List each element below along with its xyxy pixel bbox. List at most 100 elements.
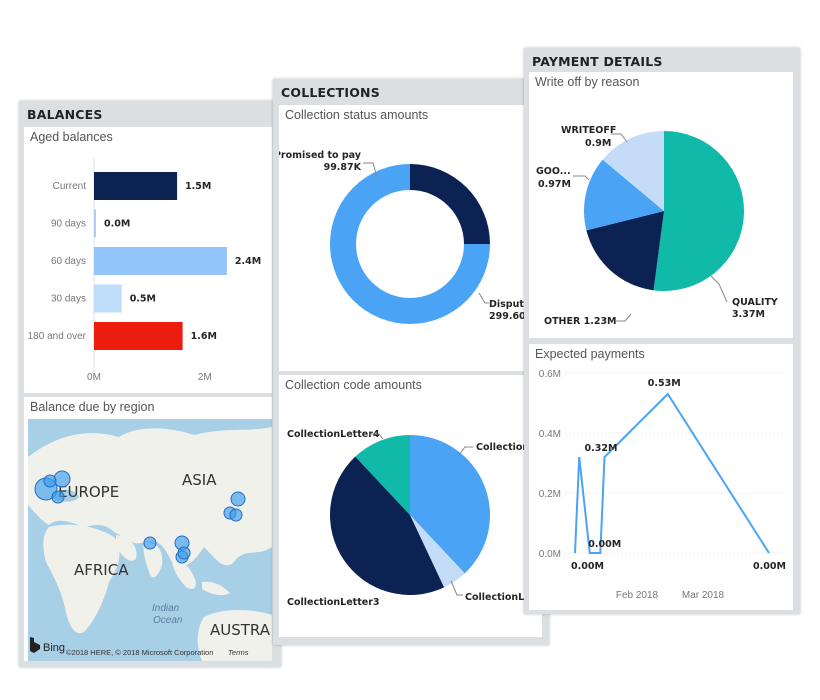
expected-payments-tile[interactable]: Expected payments 0.0M 0.2M 0.4M 0.6M 0.00M 0… — [529, 344, 793, 610]
bar-category-label: 60 days — [51, 256, 86, 267]
bubble-asia-1[interactable] — [230, 491, 246, 507]
bubble-europe-3[interactable] — [51, 490, 65, 504]
map-label-australia: AUSTRA — [210, 621, 271, 639]
leader-line — [615, 313, 632, 322]
map-label-asia: ASIA — [182, 471, 217, 489]
slice-label: OTHER 1.23M — [544, 316, 617, 327]
bar-category-label: Current — [53, 181, 87, 192]
y-tick-label: 0.6M — [539, 369, 561, 380]
writeoff-tile[interactable]: Write off by reason WRITEOFF 0.9M GOO... 0.… — [529, 72, 793, 338]
payment-panel: PAYMENT DETAILS Write off by reason WRIT… — [524, 48, 800, 614]
leader-line — [369, 433, 384, 440]
bar — [94, 322, 183, 350]
leader-line — [458, 446, 473, 456]
map-copyright: ©2018 HERE, © 2018 Microsoft Corporation — [66, 648, 213, 657]
bubble-europe-2[interactable] — [53, 470, 71, 488]
slice-label: QUALITY — [732, 297, 778, 308]
y-tick-label: 0.4M — [539, 429, 561, 440]
bar-value-label: 0.0M — [104, 219, 130, 230]
expected-payments-title: Expected payments — [535, 347, 645, 361]
slice-value: 3.37M — [732, 309, 765, 320]
map-terms-link[interactable]: Terms — [228, 648, 249, 657]
leader-line — [611, 133, 628, 143]
slice-label: CollectionLetter3 — [287, 597, 380, 608]
point-label: 0.00M — [571, 561, 604, 572]
leader-line — [363, 162, 378, 178]
bar-category-label: 90 days — [51, 219, 86, 230]
bing-label: Bing — [43, 642, 65, 654]
bing-logo-icon — [30, 637, 40, 653]
pie-slice — [584, 159, 664, 231]
balance-region-tile[interactable]: Balance due by region EUROPE ASIA AFRICA… — [24, 397, 272, 661]
leader-line — [710, 275, 728, 303]
map-label-indian: Indian — [152, 603, 180, 614]
slice-value: 0.97M — [538, 179, 571, 190]
bar-value-label: 1.6M — [191, 331, 217, 342]
bar — [94, 209, 96, 238]
collections-title: COLLECTIONS — [281, 85, 380, 100]
pie-slice — [410, 435, 490, 574]
map-label-africa: AFRICA — [74, 561, 129, 579]
map-label-ocean: Ocean — [153, 615, 183, 626]
y-tick-label: 0.0M — [539, 549, 561, 560]
slice-value: 0.9M — [585, 138, 611, 149]
map-bubbles — [34, 470, 246, 564]
bar-value-label: 0.5M — [130, 294, 156, 305]
slice-label: CollectionLetter4 — [287, 429, 380, 440]
donut-slice — [410, 164, 490, 245]
aged-balances-tile[interactable]: Aged balances Current 1.5M 90 days 0.0M 60 d… — [24, 127, 272, 393]
balances-title: BALANCES — [27, 107, 103, 122]
collections-panel: COLLECTIONS Collection status amounts Pr… — [273, 79, 549, 645]
land-seasia — [172, 561, 197, 589]
region-map[interactable]: EUROPE ASIA AFRICA AUSTRA Indian Ocean — [24, 397, 272, 661]
slice-label: GOO... — [536, 166, 571, 177]
bar-value-label: 2.4M — [235, 256, 261, 267]
x-tick-label: 0M — [87, 372, 101, 383]
bubble-seasia-1[interactable] — [143, 536, 157, 550]
pie-slice — [355, 435, 410, 515]
bubble-asia-3[interactable] — [229, 508, 243, 522]
slice-value: 299.60K — [489, 311, 534, 322]
pie-slice — [586, 211, 664, 291]
land-eurasia — [28, 427, 272, 567]
slice-label: WRITEOFF — [561, 125, 616, 136]
writeoff-title: Write off by reason — [535, 75, 640, 89]
leader-line — [573, 175, 590, 181]
expected-payments-chart: 0.0M 0.2M 0.4M 0.6M 0.00M 0.00M 0.32M 0.53M 0.00… — [539, 369, 786, 601]
pie-slice — [653, 131, 744, 291]
bar-category-label: 30 days — [51, 294, 86, 305]
aged-balances-title: Aged balances — [30, 130, 113, 144]
collection-code-title: Collection code amounts — [285, 378, 422, 392]
slice-label: Collection — [476, 442, 529, 453]
slice-value: 99.87K — [324, 162, 362, 173]
pie-slice — [602, 131, 664, 211]
bar-category-label: 180 and over — [28, 331, 87, 342]
aged-balances-chart: Current 1.5M 90 days 0.0M 60 days 2.4M 30 days… — [28, 157, 261, 383]
land-india — [143, 542, 163, 578]
y-tick-label: 0.2M — [539, 489, 561, 500]
bar — [94, 247, 227, 275]
balance-region-title: Balance due by region — [30, 400, 155, 414]
series-line — [574, 392, 770, 554]
x-tick-label: 2M — [198, 372, 212, 383]
balances-panel: BALANCES Aged balances Current 1.5M 90 day… — [19, 101, 281, 667]
land-africa — [43, 524, 120, 634]
bar — [94, 172, 178, 200]
bubble-europe-4[interactable] — [43, 474, 57, 488]
leader-line — [450, 580, 463, 596]
map-label-europe: EUROPE — [58, 483, 119, 501]
bubble-seasia-4[interactable] — [177, 546, 191, 560]
x-tick-label: Mar 2018 — [682, 590, 725, 601]
land-australia — [197, 610, 272, 661]
collection-status-tile[interactable]: Collection status amounts Promised to pa… — [279, 105, 542, 371]
slice-label: CollectionLet — [465, 592, 536, 603]
slice-label: Promised to pay — [279, 150, 362, 161]
point-label: 0.53M — [648, 378, 681, 389]
leader-line — [478, 292, 489, 304]
slice-label: Dispute — [489, 299, 530, 310]
writeoff-chart: WRITEOFF 0.9M GOO... 0.97M OTHER 1.23M QUALIT… — [536, 125, 778, 327]
payment-title: PAYMENT DETAILS — [532, 54, 663, 69]
collection-code-tile[interactable]: Collection code amounts CollectionLetter… — [279, 375, 542, 637]
bar — [94, 284, 122, 313]
